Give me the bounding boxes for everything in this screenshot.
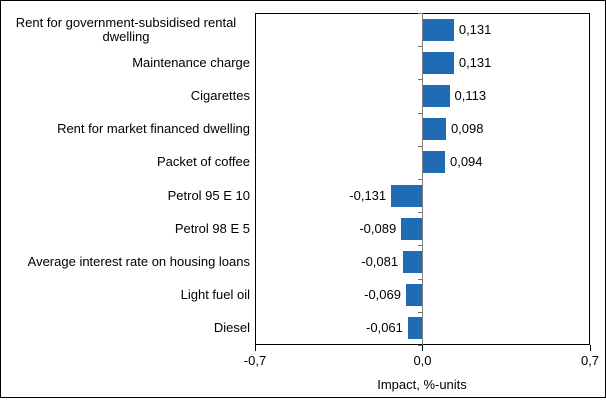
category-label: Packet of coffee [157,154,250,170]
category-label: Cigarettes [190,87,250,103]
value-label: 0,113 [454,88,487,103]
category-axis-tick [418,345,422,346]
x-axis-tick-label: 0,0 [413,353,432,368]
bar [391,184,423,207]
value-label: 0,094 [449,154,483,170]
x-axis-tick-label: -0,7 [243,353,267,368]
category-axis-tick [418,311,422,313]
category-axis-tick [418,79,422,81]
value-label: 0,131 [458,21,492,37]
value-label: -0,089 [359,220,397,236]
value-label: -0,081 [361,254,399,269]
x-axis-tick [422,345,423,351]
value-label: -0,069 [364,287,401,303]
bar [403,251,423,273]
bar [401,217,423,240]
category-axis-tick [418,212,422,214]
category-label: Petrol 95 E 10 [167,187,250,203]
category-axis-tick [418,145,422,147]
x-axis-tick [589,345,591,351]
category-label: Average interest rate on housing loans [27,253,250,269]
value-label: 0,131 [458,54,492,70]
category-label: Rent for market financed dwelling [57,121,250,137]
category-axis-tick [418,245,422,247]
bar [422,51,454,74]
value-label: -0,061 [366,320,403,336]
category-label: Diesel [213,320,250,336]
bar [422,18,454,41]
value-label: -0,131 [349,187,387,203]
bar [422,85,450,107]
category-axis-tick [418,179,422,180]
x-axis-tick-label: 0,7 [580,353,600,368]
category-label: Rent for government-subsidised rental dw… [15,14,237,44]
bar [422,151,445,174]
bar [407,317,423,340]
category-axis-tick [418,46,422,48]
bar [405,284,423,307]
x-axis-title: Impact, %-units [377,377,467,392]
x-axis-tick [254,345,256,351]
category-axis-line [422,13,423,345]
category-axis-tick [418,13,422,14]
category-axis-tick [418,278,422,280]
bar [422,118,446,141]
value-label: 0,098 [450,121,484,137]
category-label: Maintenance charge [132,54,250,70]
category-axis-tick [418,112,422,114]
category-label: Light fuel oil [180,287,250,303]
category-label: Petrol 98 E 5 [174,220,250,236]
